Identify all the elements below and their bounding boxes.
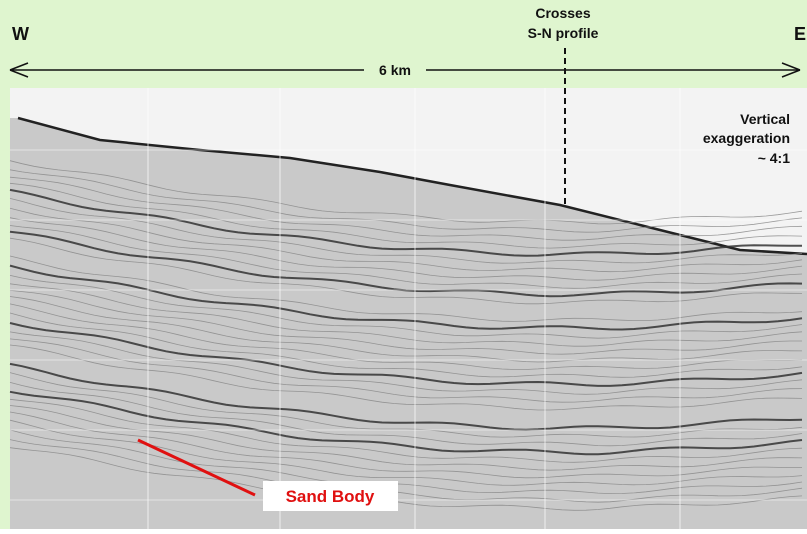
exaggeration-label: exaggeration: [703, 130, 790, 146]
exaggeration-label: Vertical: [740, 111, 790, 127]
figure: W E Crosses S-N profile 6 km Vertical ex…: [0, 0, 807, 529]
east-label: E: [794, 24, 806, 44]
scale-label: 6 km: [379, 62, 411, 78]
crossing-label: Crosses: [535, 5, 590, 21]
feature-label: Sand Body: [286, 487, 375, 506]
exaggeration-label: ~ 4:1: [758, 150, 791, 166]
crossing-label: S-N profile: [528, 25, 599, 41]
west-label: W: [12, 24, 29, 44]
